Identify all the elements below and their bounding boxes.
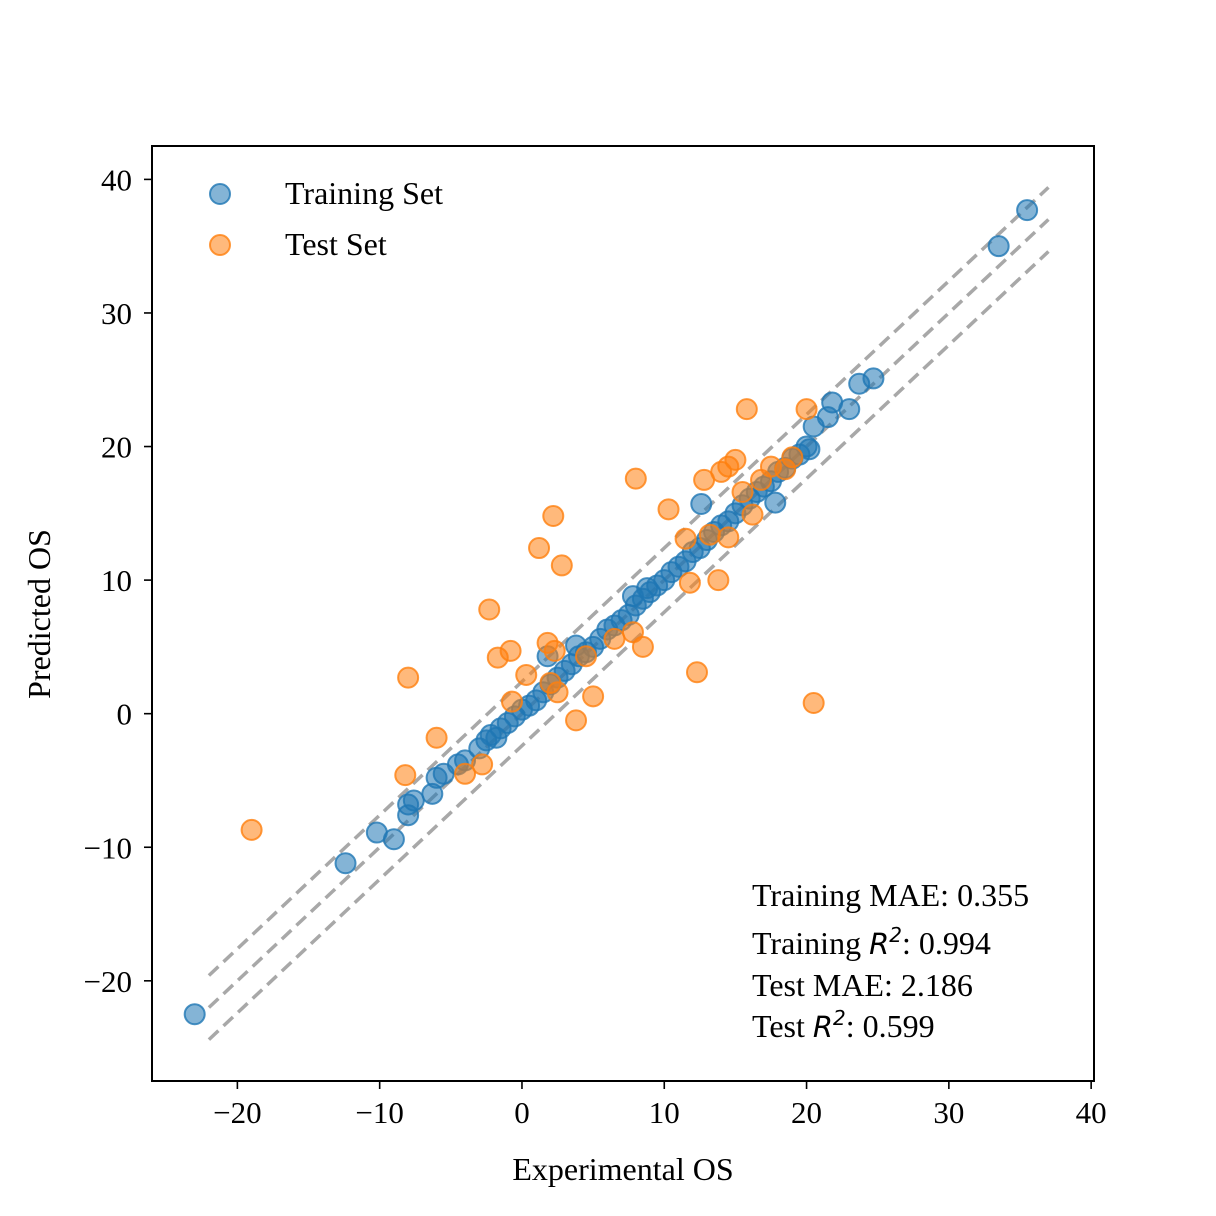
x-tick-label: 20 bbox=[791, 1095, 822, 1130]
test-point bbox=[471, 753, 494, 776]
test-point bbox=[678, 571, 701, 594]
x-axis-label: Experimental OS bbox=[512, 1151, 733, 1187]
test-point bbox=[515, 663, 538, 686]
y-tick-label: 40 bbox=[101, 162, 132, 197]
test-point bbox=[631, 635, 654, 658]
test-point bbox=[543, 639, 566, 662]
reference-lines bbox=[207, 186, 1050, 1041]
training-point bbox=[764, 491, 787, 514]
training-point bbox=[862, 367, 885, 390]
test-point bbox=[397, 666, 420, 689]
metric-annotation: Test MAE: 2.186 bbox=[752, 967, 973, 1003]
x-tick-label: −10 bbox=[355, 1095, 403, 1130]
y-axis-label: Predicted OS bbox=[21, 529, 57, 699]
test-point bbox=[724, 448, 747, 471]
test-point bbox=[685, 661, 708, 684]
reference-line bbox=[207, 218, 1050, 1009]
training-point bbox=[183, 1003, 206, 1026]
test-point bbox=[717, 526, 740, 549]
training-point bbox=[838, 398, 861, 421]
test-point bbox=[741, 503, 764, 526]
y-tick-label: 30 bbox=[101, 296, 132, 331]
y-tick-label: −20 bbox=[84, 964, 132, 999]
plot-frame bbox=[151, 145, 1095, 1082]
y-tick-label: −10 bbox=[84, 830, 132, 865]
x-axis: −20 −10 0 10 20 30 40 bbox=[213, 1081, 1107, 1130]
x-tick-label: 0 bbox=[514, 1095, 530, 1130]
y-tick-label: 20 bbox=[101, 430, 132, 465]
test-point bbox=[575, 645, 598, 668]
test-point bbox=[425, 726, 448, 749]
test-point bbox=[546, 681, 569, 704]
training-point bbox=[402, 789, 425, 812]
test-point bbox=[802, 691, 825, 714]
test-point bbox=[501, 690, 524, 713]
metric-annotation: Training MAE: 0.355 bbox=[752, 877, 1029, 913]
test-point bbox=[707, 569, 730, 592]
test-point bbox=[795, 398, 818, 421]
x-tick-label: −20 bbox=[213, 1095, 261, 1130]
test-point bbox=[582, 685, 605, 708]
training-point bbox=[1016, 199, 1039, 222]
y-axis: −20 −10 0 10 20 30 40 bbox=[84, 162, 152, 999]
test-point bbox=[731, 480, 754, 503]
legend-label-test: Test Set bbox=[285, 226, 387, 262]
test-point bbox=[657, 498, 680, 521]
legend: Training Set Test Set bbox=[209, 175, 443, 262]
test-point bbox=[674, 527, 697, 550]
x-tick-label: 40 bbox=[1076, 1095, 1107, 1130]
test-points bbox=[240, 398, 825, 841]
reference-line bbox=[207, 186, 1050, 977]
training-point bbox=[334, 852, 357, 875]
metrics-annotation: Training MAE: 0.355 Training R2: 0.994 Tes… bbox=[752, 877, 1029, 1044]
test-point bbox=[454, 762, 477, 785]
test-point bbox=[781, 446, 804, 469]
legend-marker-test bbox=[209, 234, 231, 256]
test-point bbox=[528, 537, 551, 560]
reference-line bbox=[207, 250, 1050, 1041]
metric-annotation: Test R2: 0.599 bbox=[752, 1006, 935, 1044]
test-point bbox=[240, 818, 263, 841]
test-point bbox=[698, 523, 721, 546]
x-tick-label: 30 bbox=[933, 1095, 964, 1130]
x-tick-label: 10 bbox=[649, 1095, 680, 1130]
test-point bbox=[542, 504, 565, 527]
test-point bbox=[550, 554, 573, 577]
legend-label-training: Training Set bbox=[285, 175, 443, 211]
test-point bbox=[565, 709, 588, 732]
training-point bbox=[987, 235, 1010, 258]
y-tick-label: 10 bbox=[101, 563, 132, 598]
test-point bbox=[478, 598, 501, 621]
test-point bbox=[394, 764, 417, 787]
training-point bbox=[382, 828, 405, 851]
test-point bbox=[624, 467, 647, 490]
test-point bbox=[499, 639, 522, 662]
test-point bbox=[603, 627, 626, 650]
test-point bbox=[735, 398, 758, 421]
y-tick-label: 0 bbox=[117, 697, 133, 732]
training-point bbox=[690, 492, 713, 515]
metric-annotation: Training R2: 0.994 bbox=[752, 923, 991, 961]
legend-marker-training bbox=[209, 183, 231, 205]
